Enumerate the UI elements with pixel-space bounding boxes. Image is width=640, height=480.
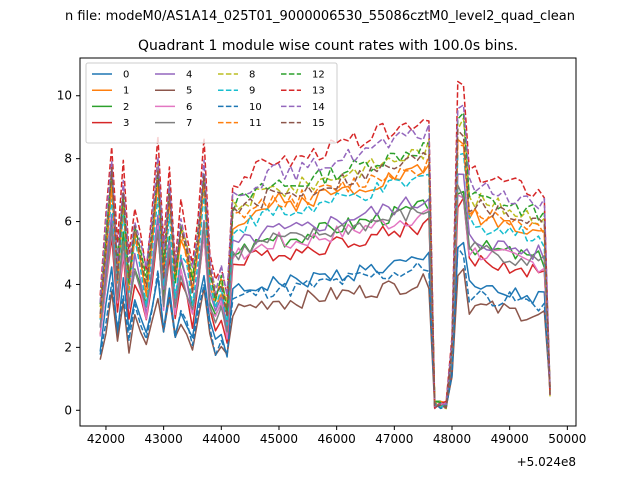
- x-tick-label: 49000: [491, 432, 529, 446]
- series-line-14: [99, 104, 551, 409]
- series-line-6: [99, 194, 551, 407]
- axes-frame: [79, 57, 577, 427]
- legend-label: 10: [249, 102, 262, 113]
- y-tick-label: 10: [57, 89, 72, 103]
- x-offset-label: +5.024e8: [517, 455, 576, 469]
- legend-label: 11: [249, 118, 262, 129]
- x-tick-label: 45000: [260, 432, 298, 446]
- y-axis: 0 2 4 6 8 10: [57, 89, 80, 417]
- plot-lines: [99, 80, 551, 410]
- y-tick-label: 8: [64, 152, 72, 166]
- legend-label: 0: [123, 70, 129, 81]
- series-line-15: [99, 129, 551, 409]
- legend-label: 12: [312, 70, 325, 81]
- chart-title: Quadrant 1 module wise count rates with …: [138, 38, 518, 54]
- legend-label: 8: [249, 70, 255, 81]
- x-tick-label: 43000: [145, 432, 183, 446]
- legend-label: 6: [186, 102, 192, 113]
- series-line-9: [99, 152, 551, 409]
- legend-label: 4: [186, 70, 192, 81]
- series-line-3: [99, 197, 551, 410]
- legend-label: 7: [186, 118, 192, 129]
- x-tick-label: 48000: [433, 432, 471, 446]
- y-tick-label: 4: [64, 277, 72, 291]
- legend-label: 9: [249, 86, 255, 97]
- y-tick-label: 6: [64, 215, 72, 229]
- legend-label: 5: [186, 86, 192, 97]
- x-tick-label: 47000: [375, 432, 413, 446]
- legend-box: [85, 62, 338, 144]
- figure-suptitle: n file: modeM0/AS1A14_025T01_9000006530_…: [65, 9, 575, 24]
- legend-label: 14: [312, 102, 325, 113]
- legend-label: 13: [312, 86, 325, 97]
- series-line-11: [99, 143, 551, 404]
- y-tick-label: 2: [64, 340, 72, 354]
- legend-label: 2: [123, 102, 129, 113]
- series-line-12: [99, 112, 551, 407]
- x-tick-label: 50000: [548, 432, 586, 446]
- y-tick-label: 0: [64, 403, 72, 417]
- legend-label: 15: [312, 118, 325, 129]
- x-axis: 42000 43000 44000 45000 46000 47000 48000 49000…: [87, 426, 586, 446]
- series-line-7: [99, 184, 551, 407]
- legend-label: 1: [123, 86, 129, 97]
- legend-label: 3: [123, 118, 129, 129]
- x-tick-label: 44000: [202, 432, 240, 446]
- x-tick-label: 46000: [318, 432, 356, 446]
- x-tick-label: 42000: [87, 432, 125, 446]
